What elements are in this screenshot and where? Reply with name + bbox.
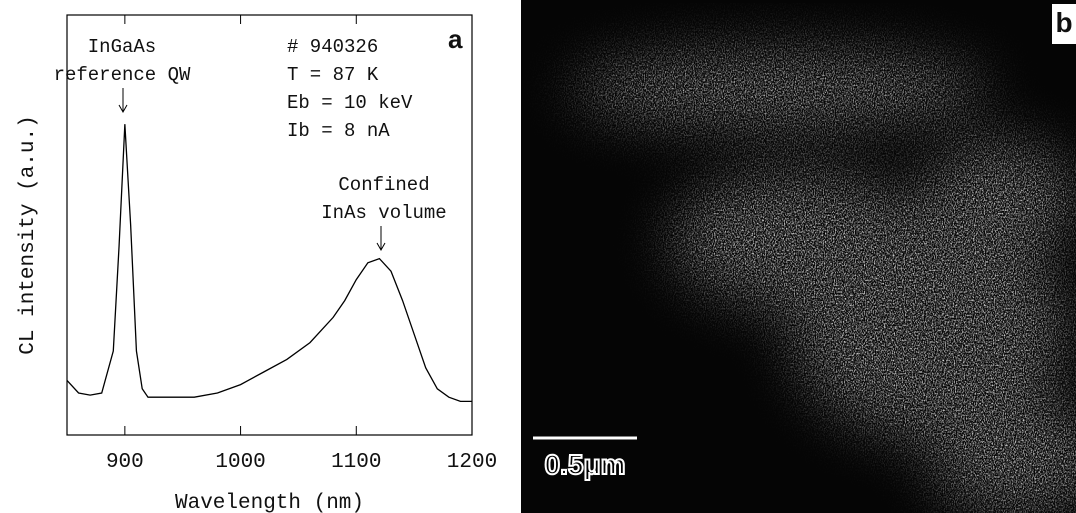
x-tick-label: 1000 xyxy=(215,451,265,474)
annotation: Confined xyxy=(338,174,429,196)
annotation: # 940326 xyxy=(287,36,378,58)
panel-label: b xyxy=(1055,7,1072,38)
panel-label: a xyxy=(448,24,463,54)
annotation: T = 87 K xyxy=(287,64,379,86)
cl-bright-region xyxy=(521,0,1076,513)
arrow-head xyxy=(118,104,128,114)
annotation: Ib = 8 nA xyxy=(287,120,390,142)
x-tick-label: 900 xyxy=(106,451,144,474)
annotation: InAs volume xyxy=(321,202,446,224)
plot-frame xyxy=(66,14,473,436)
spectrum-line xyxy=(66,124,472,403)
y-axis-label: CL intensity (a.u.) xyxy=(17,115,40,354)
x-tick-label: 1100 xyxy=(331,451,381,474)
panel-b: b 0.5μm xyxy=(521,0,1076,513)
x-axis-label: Wavelength (nm) xyxy=(175,492,364,513)
panel-a: 900 1000 1100 1200 Wavelength (nm) CL intensi… xyxy=(17,14,497,513)
annotation: reference QW xyxy=(54,64,191,86)
annotation: Eb = 10 keV xyxy=(287,92,413,114)
annotation: InGaAs xyxy=(88,36,156,58)
arrow-head xyxy=(376,242,386,252)
x-tick-label: 1200 xyxy=(447,451,497,474)
panel-label-box xyxy=(1052,4,1076,44)
scale-bar-label: 0.5μm xyxy=(545,449,626,480)
